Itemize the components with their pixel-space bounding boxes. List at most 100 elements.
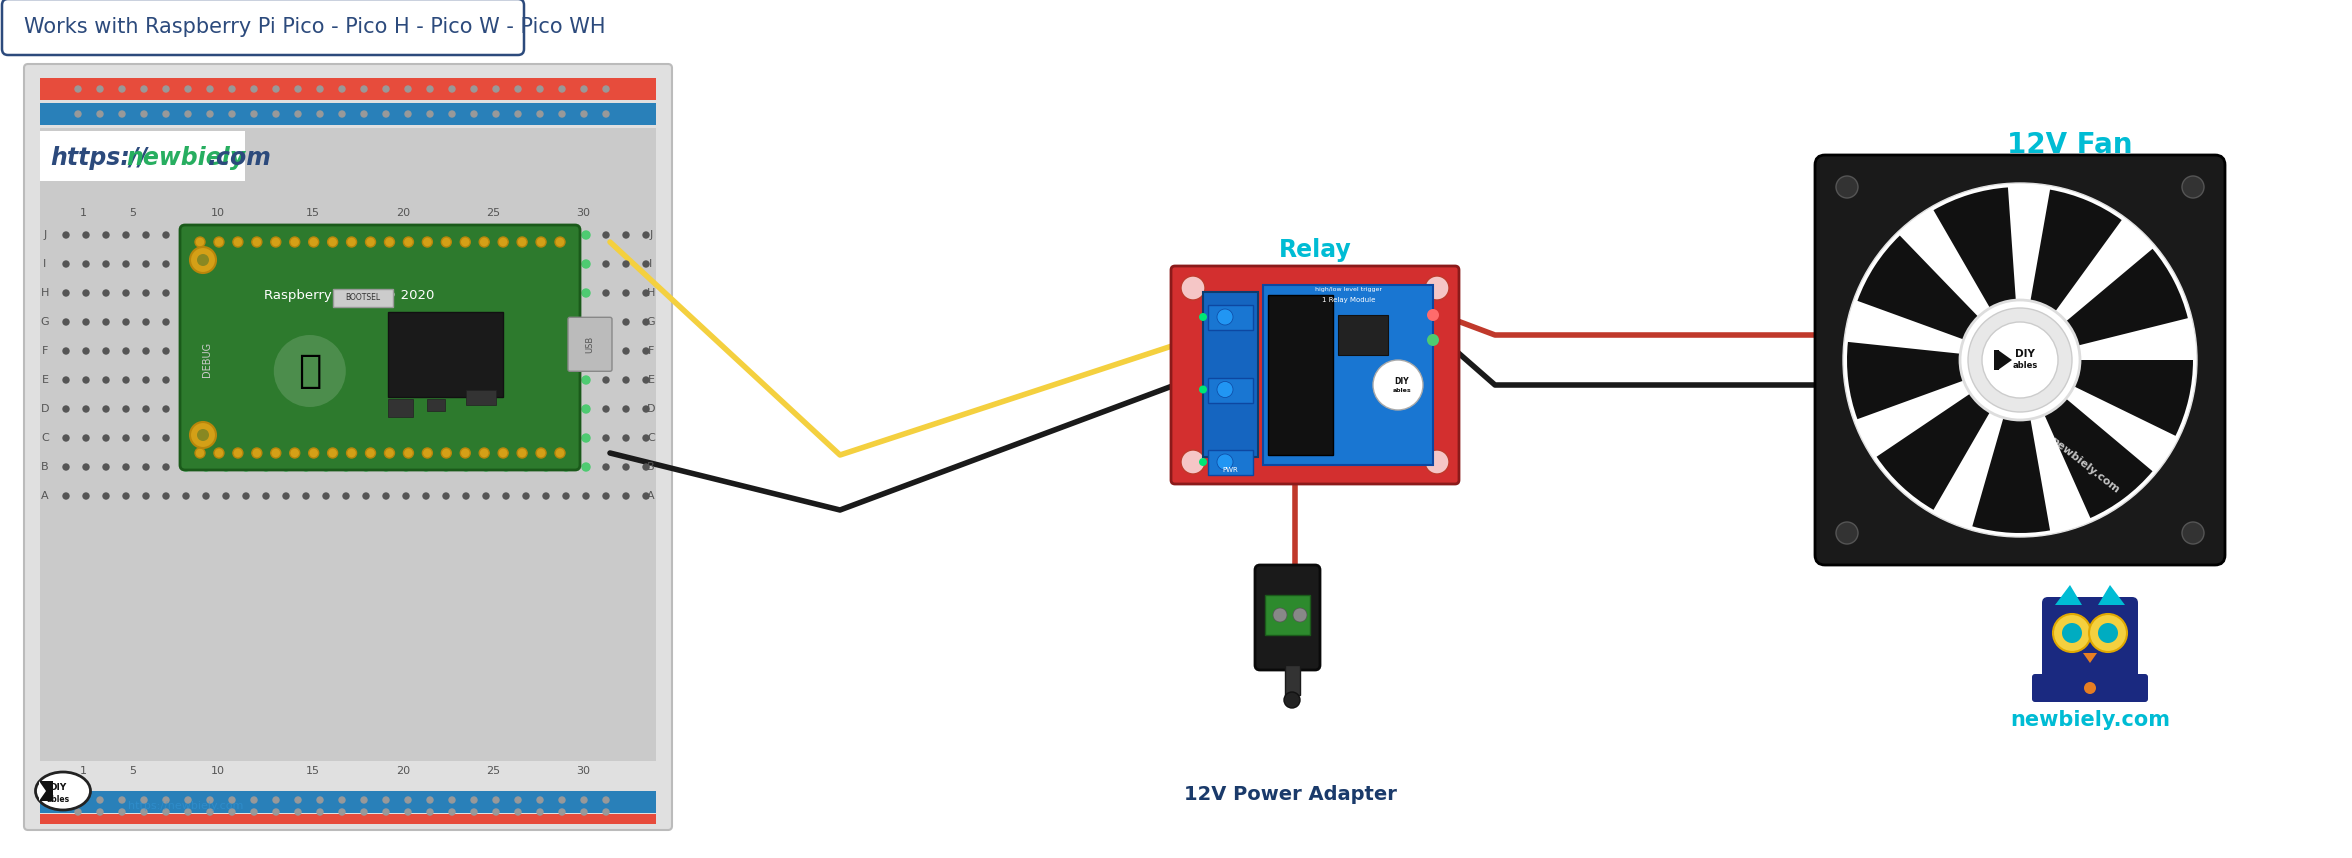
- Circle shape: [202, 231, 209, 239]
- Circle shape: [228, 86, 235, 92]
- Circle shape: [221, 463, 230, 471]
- Circle shape: [405, 237, 414, 247]
- Circle shape: [402, 493, 409, 499]
- Circle shape: [501, 405, 510, 413]
- Circle shape: [536, 111, 543, 117]
- Circle shape: [143, 435, 148, 441]
- Circle shape: [122, 319, 129, 325]
- Circle shape: [252, 237, 261, 247]
- Circle shape: [181, 347, 191, 355]
- Text: ables: ables: [2013, 361, 2037, 371]
- Circle shape: [642, 377, 649, 383]
- Polygon shape: [2098, 585, 2124, 605]
- Circle shape: [289, 237, 299, 247]
- Circle shape: [602, 348, 609, 354]
- Circle shape: [602, 290, 609, 296]
- Circle shape: [186, 111, 191, 117]
- Circle shape: [82, 435, 89, 441]
- Circle shape: [181, 405, 191, 413]
- Circle shape: [470, 797, 477, 803]
- Text: PWR: PWR: [1223, 467, 1237, 473]
- Circle shape: [517, 448, 527, 458]
- Circle shape: [522, 405, 529, 413]
- Circle shape: [122, 290, 129, 296]
- Circle shape: [362, 318, 369, 326]
- Circle shape: [2183, 522, 2204, 544]
- Text: 15: 15: [306, 766, 320, 776]
- Circle shape: [623, 348, 628, 354]
- Text: DIY: DIY: [2016, 349, 2034, 359]
- Bar: [1265, 595, 1310, 635]
- Circle shape: [282, 405, 289, 413]
- Circle shape: [1216, 454, 1232, 470]
- Circle shape: [581, 86, 588, 92]
- Circle shape: [541, 318, 550, 326]
- Circle shape: [581, 463, 590, 471]
- Text: H: H: [647, 288, 656, 298]
- Ellipse shape: [35, 772, 89, 810]
- Circle shape: [602, 493, 609, 499]
- Circle shape: [501, 463, 510, 471]
- Circle shape: [381, 231, 390, 239]
- Circle shape: [322, 376, 329, 384]
- Text: D: D: [40, 404, 49, 414]
- Circle shape: [252, 86, 256, 92]
- Circle shape: [423, 448, 433, 458]
- Circle shape: [402, 405, 409, 413]
- Circle shape: [202, 260, 209, 268]
- Circle shape: [282, 434, 289, 442]
- Circle shape: [75, 111, 80, 117]
- Circle shape: [242, 463, 249, 471]
- Circle shape: [82, 348, 89, 354]
- Circle shape: [301, 289, 310, 297]
- Wedge shape: [1858, 236, 2020, 360]
- Circle shape: [294, 797, 301, 803]
- Circle shape: [261, 318, 270, 326]
- Circle shape: [103, 261, 108, 267]
- Circle shape: [562, 434, 569, 442]
- Circle shape: [122, 377, 129, 383]
- Circle shape: [562, 405, 569, 413]
- Circle shape: [221, 260, 230, 268]
- Circle shape: [122, 232, 129, 238]
- Bar: [1338, 315, 1388, 355]
- Circle shape: [103, 232, 108, 238]
- Circle shape: [252, 809, 256, 815]
- Circle shape: [522, 493, 529, 499]
- Circle shape: [82, 319, 89, 325]
- Bar: [1284, 665, 1301, 695]
- Circle shape: [383, 86, 388, 92]
- Text: D: D: [647, 404, 656, 414]
- Circle shape: [405, 86, 412, 92]
- Wedge shape: [2020, 360, 2152, 518]
- Circle shape: [252, 111, 256, 117]
- Circle shape: [642, 348, 649, 354]
- Circle shape: [143, 464, 148, 470]
- Circle shape: [318, 797, 322, 803]
- Circle shape: [482, 463, 489, 471]
- Circle shape: [642, 319, 649, 325]
- Circle shape: [362, 231, 369, 239]
- Circle shape: [381, 434, 390, 442]
- Circle shape: [461, 289, 470, 297]
- Circle shape: [360, 797, 367, 803]
- Circle shape: [1374, 360, 1423, 410]
- Circle shape: [421, 463, 430, 471]
- Circle shape: [242, 405, 249, 413]
- Circle shape: [261, 289, 270, 297]
- FancyBboxPatch shape: [181, 225, 581, 470]
- Text: DIY: DIY: [1395, 377, 1409, 385]
- Circle shape: [1837, 176, 1858, 198]
- Text: Raspberry Pi Pico © 2020: Raspberry Pi Pico © 2020: [263, 289, 435, 302]
- Circle shape: [242, 260, 249, 268]
- Circle shape: [346, 448, 358, 458]
- Circle shape: [181, 463, 191, 471]
- Circle shape: [362, 463, 369, 471]
- Circle shape: [362, 260, 369, 268]
- Circle shape: [2089, 614, 2126, 652]
- Circle shape: [1284, 692, 1301, 708]
- Circle shape: [383, 797, 388, 803]
- Circle shape: [341, 463, 350, 471]
- Circle shape: [162, 406, 169, 412]
- Circle shape: [1425, 276, 1449, 300]
